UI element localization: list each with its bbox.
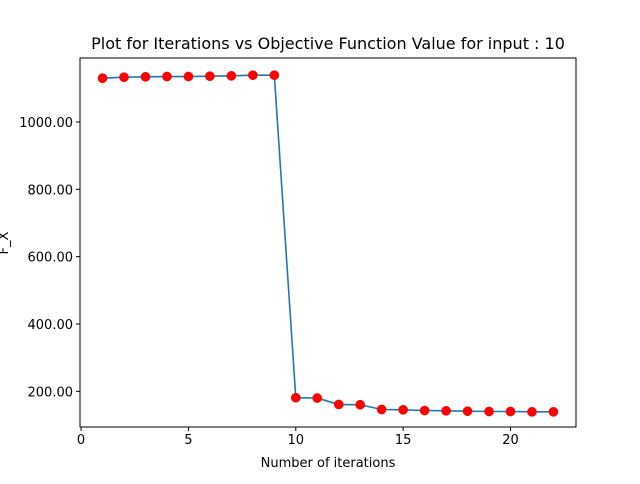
data-point	[376, 404, 387, 415]
y-tick-label: 600.00	[28, 251, 74, 266]
data-point	[312, 393, 323, 403]
data-point	[97, 73, 108, 84]
x-axis-label: Number of iterations	[261, 456, 396, 471]
y-axis-label: F_X	[0, 231, 12, 254]
y-tick-label: 400.00	[28, 318, 74, 333]
y-axis-ticks: 200.00 400.00 600.00 800.00 1000.00	[19, 116, 80, 400]
data-point	[205, 71, 215, 82]
data-point	[484, 406, 494, 417]
data-point	[290, 392, 301, 403]
axes-frame	[79, 57, 577, 428]
y-tick-label: 200.00	[28, 385, 74, 400]
x-tick-label: 20	[502, 433, 519, 448]
data-point	[419, 405, 430, 416]
data-point	[119, 72, 129, 83]
data-point	[140, 72, 151, 82]
chart-title: Plot for Iterations vs Objective Functio…	[91, 34, 565, 53]
x-tick-label: 10	[288, 433, 305, 448]
y-tick-label: 1000.00	[19, 116, 73, 131]
data-point	[162, 71, 172, 82]
data-point	[398, 404, 409, 415]
data-point	[269, 70, 280, 81]
x-axis-ticks: 0 5 10 15 20	[77, 427, 519, 448]
data-point	[441, 405, 451, 416]
x-tick-label: 5	[184, 433, 192, 448]
data-point	[183, 71, 194, 82]
series-line	[102, 74, 554, 413]
x-tick-label: 15	[395, 433, 412, 448]
data-point	[226, 70, 237, 81]
data-point	[505, 406, 516, 417]
data-point	[462, 406, 473, 417]
data-point	[355, 399, 366, 410]
data-point	[247, 70, 258, 81]
y-tick-label: 800.00	[28, 183, 74, 198]
x-tick-label: 0	[77, 433, 85, 448]
data-point	[527, 406, 537, 417]
data-point	[333, 399, 344, 410]
plot-area	[97, 70, 559, 417]
data-point	[548, 406, 559, 417]
